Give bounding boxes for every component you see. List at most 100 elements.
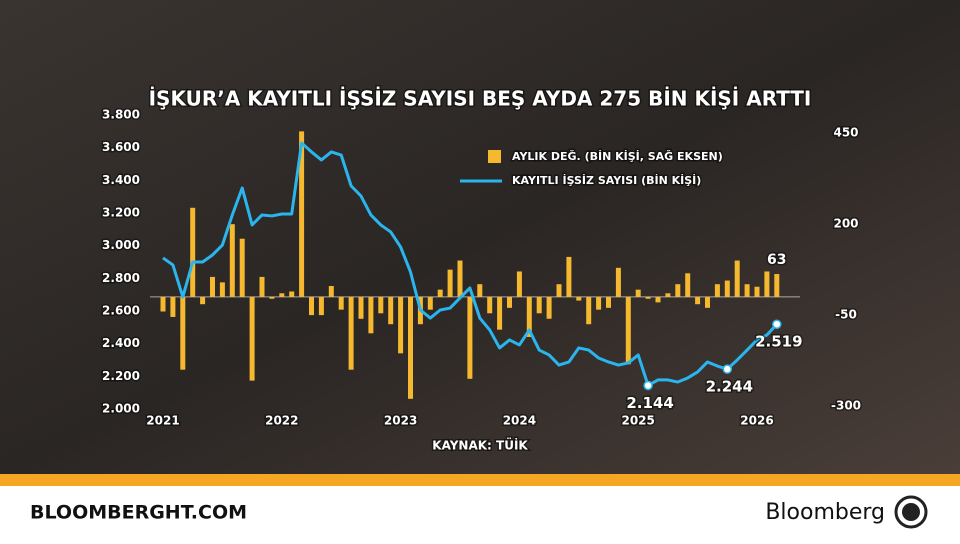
bar <box>269 296 275 299</box>
bar <box>655 296 661 303</box>
x-tick-label: 2025 <box>621 414 654 428</box>
bar <box>705 296 710 308</box>
bar <box>170 296 176 317</box>
y-tick-label: 3.600 <box>102 140 140 154</box>
x-tick-label: 2021 <box>146 414 179 428</box>
bar <box>378 296 384 314</box>
legend-label: AYLIK DEĞ. (BİN KİŞİ, SAĞ EKSEN) <box>512 149 723 163</box>
bar <box>615 267 621 297</box>
bar <box>645 296 651 299</box>
y2-tick-label: 450 <box>833 126 858 140</box>
bar <box>368 296 374 334</box>
bar <box>526 296 532 337</box>
bar <box>596 296 602 310</box>
y-tick-label: 3.200 <box>102 206 140 220</box>
bar <box>437 289 443 297</box>
bar <box>625 296 631 365</box>
y-tick-label: 2.200 <box>102 369 140 383</box>
bar <box>665 293 671 297</box>
bar <box>299 131 305 297</box>
bar <box>764 271 770 297</box>
footer-brand: Bloomberg <box>765 500 885 525</box>
bar <box>536 296 542 314</box>
data-label: 2.519 <box>755 333 802 351</box>
bar <box>398 296 404 354</box>
footer-band <box>0 486 960 540</box>
bar <box>219 282 225 297</box>
legend-swatch-bar <box>488 150 501 163</box>
bar <box>309 296 314 316</box>
y-tick-label: 3.800 <box>102 108 140 122</box>
bar <box>774 274 780 297</box>
data-label: 63 <box>767 252 786 268</box>
bar <box>180 296 186 370</box>
bar <box>635 289 641 297</box>
logo-inner <box>902 503 920 521</box>
bar <box>447 269 453 297</box>
bar <box>348 296 354 370</box>
bar <box>229 224 235 297</box>
point-marker <box>722 364 733 374</box>
bar <box>259 276 265 297</box>
chart-title: İŞKUR’A KAYITLI İŞSİZ SAYISI BEŞ AYDA 27… <box>149 87 812 111</box>
bar <box>408 296 413 399</box>
bar <box>318 296 324 316</box>
bar <box>190 207 196 297</box>
bar <box>606 296 611 308</box>
bar <box>427 296 433 310</box>
bar <box>477 284 483 297</box>
bar <box>497 296 503 330</box>
y-tick-label: 3.000 <box>102 238 140 252</box>
bar <box>507 296 512 308</box>
bar <box>685 273 691 297</box>
bar <box>249 296 255 381</box>
bar <box>724 280 730 297</box>
x-tick-label: 2023 <box>384 414 417 428</box>
point-marker <box>772 319 782 329</box>
x-tick-label: 2026 <box>740 414 773 428</box>
bar <box>239 238 245 297</box>
footer-site: BLOOMBERGHT.COM <box>30 502 247 524</box>
bar <box>487 296 493 314</box>
bar <box>328 286 334 297</box>
data-label: 2.244 <box>706 378 753 396</box>
y2-tick-label: 200 <box>833 217 858 231</box>
bar <box>210 276 215 297</box>
line <box>162 141 778 387</box>
data-label: 2.144 <box>626 394 673 412</box>
bar <box>695 296 701 305</box>
bar <box>546 296 552 319</box>
y2-tick-label: -300 <box>831 399 861 413</box>
bar <box>338 296 344 310</box>
bar <box>754 286 760 297</box>
bar <box>467 296 473 379</box>
source: KAYNAK: TÜİK <box>432 438 528 453</box>
orange-strip <box>0 474 960 486</box>
x-tick-label: 2022 <box>265 414 298 428</box>
bar <box>388 296 394 325</box>
bar <box>714 284 720 297</box>
bar <box>744 284 750 297</box>
bar <box>734 260 740 297</box>
bar <box>358 296 364 319</box>
y-tick-label: 2.400 <box>102 336 140 350</box>
background <box>0 0 960 476</box>
bar <box>556 284 562 297</box>
y-tick-label: 2.000 <box>102 402 140 416</box>
bar <box>576 296 582 301</box>
plot: 2.000 2.200 2.400 2.600 2.800 3.000 3.200 3.400… <box>101 106 863 429</box>
y-tick-label: 2.600 <box>102 304 140 318</box>
bar <box>279 293 285 297</box>
x-tick-label: 2024 <box>503 414 536 428</box>
bar <box>586 296 592 325</box>
y-tick-label: 3.400 <box>102 173 140 187</box>
point-marker <box>643 380 653 391</box>
bar <box>289 291 295 297</box>
bar <box>675 284 681 297</box>
y-tick-label: 2.800 <box>102 271 140 285</box>
legend-label: KAYITLI İŞSİZ SAYISI (BİN KİŞİ) <box>512 173 701 187</box>
bar <box>160 296 166 312</box>
bar <box>566 256 572 297</box>
